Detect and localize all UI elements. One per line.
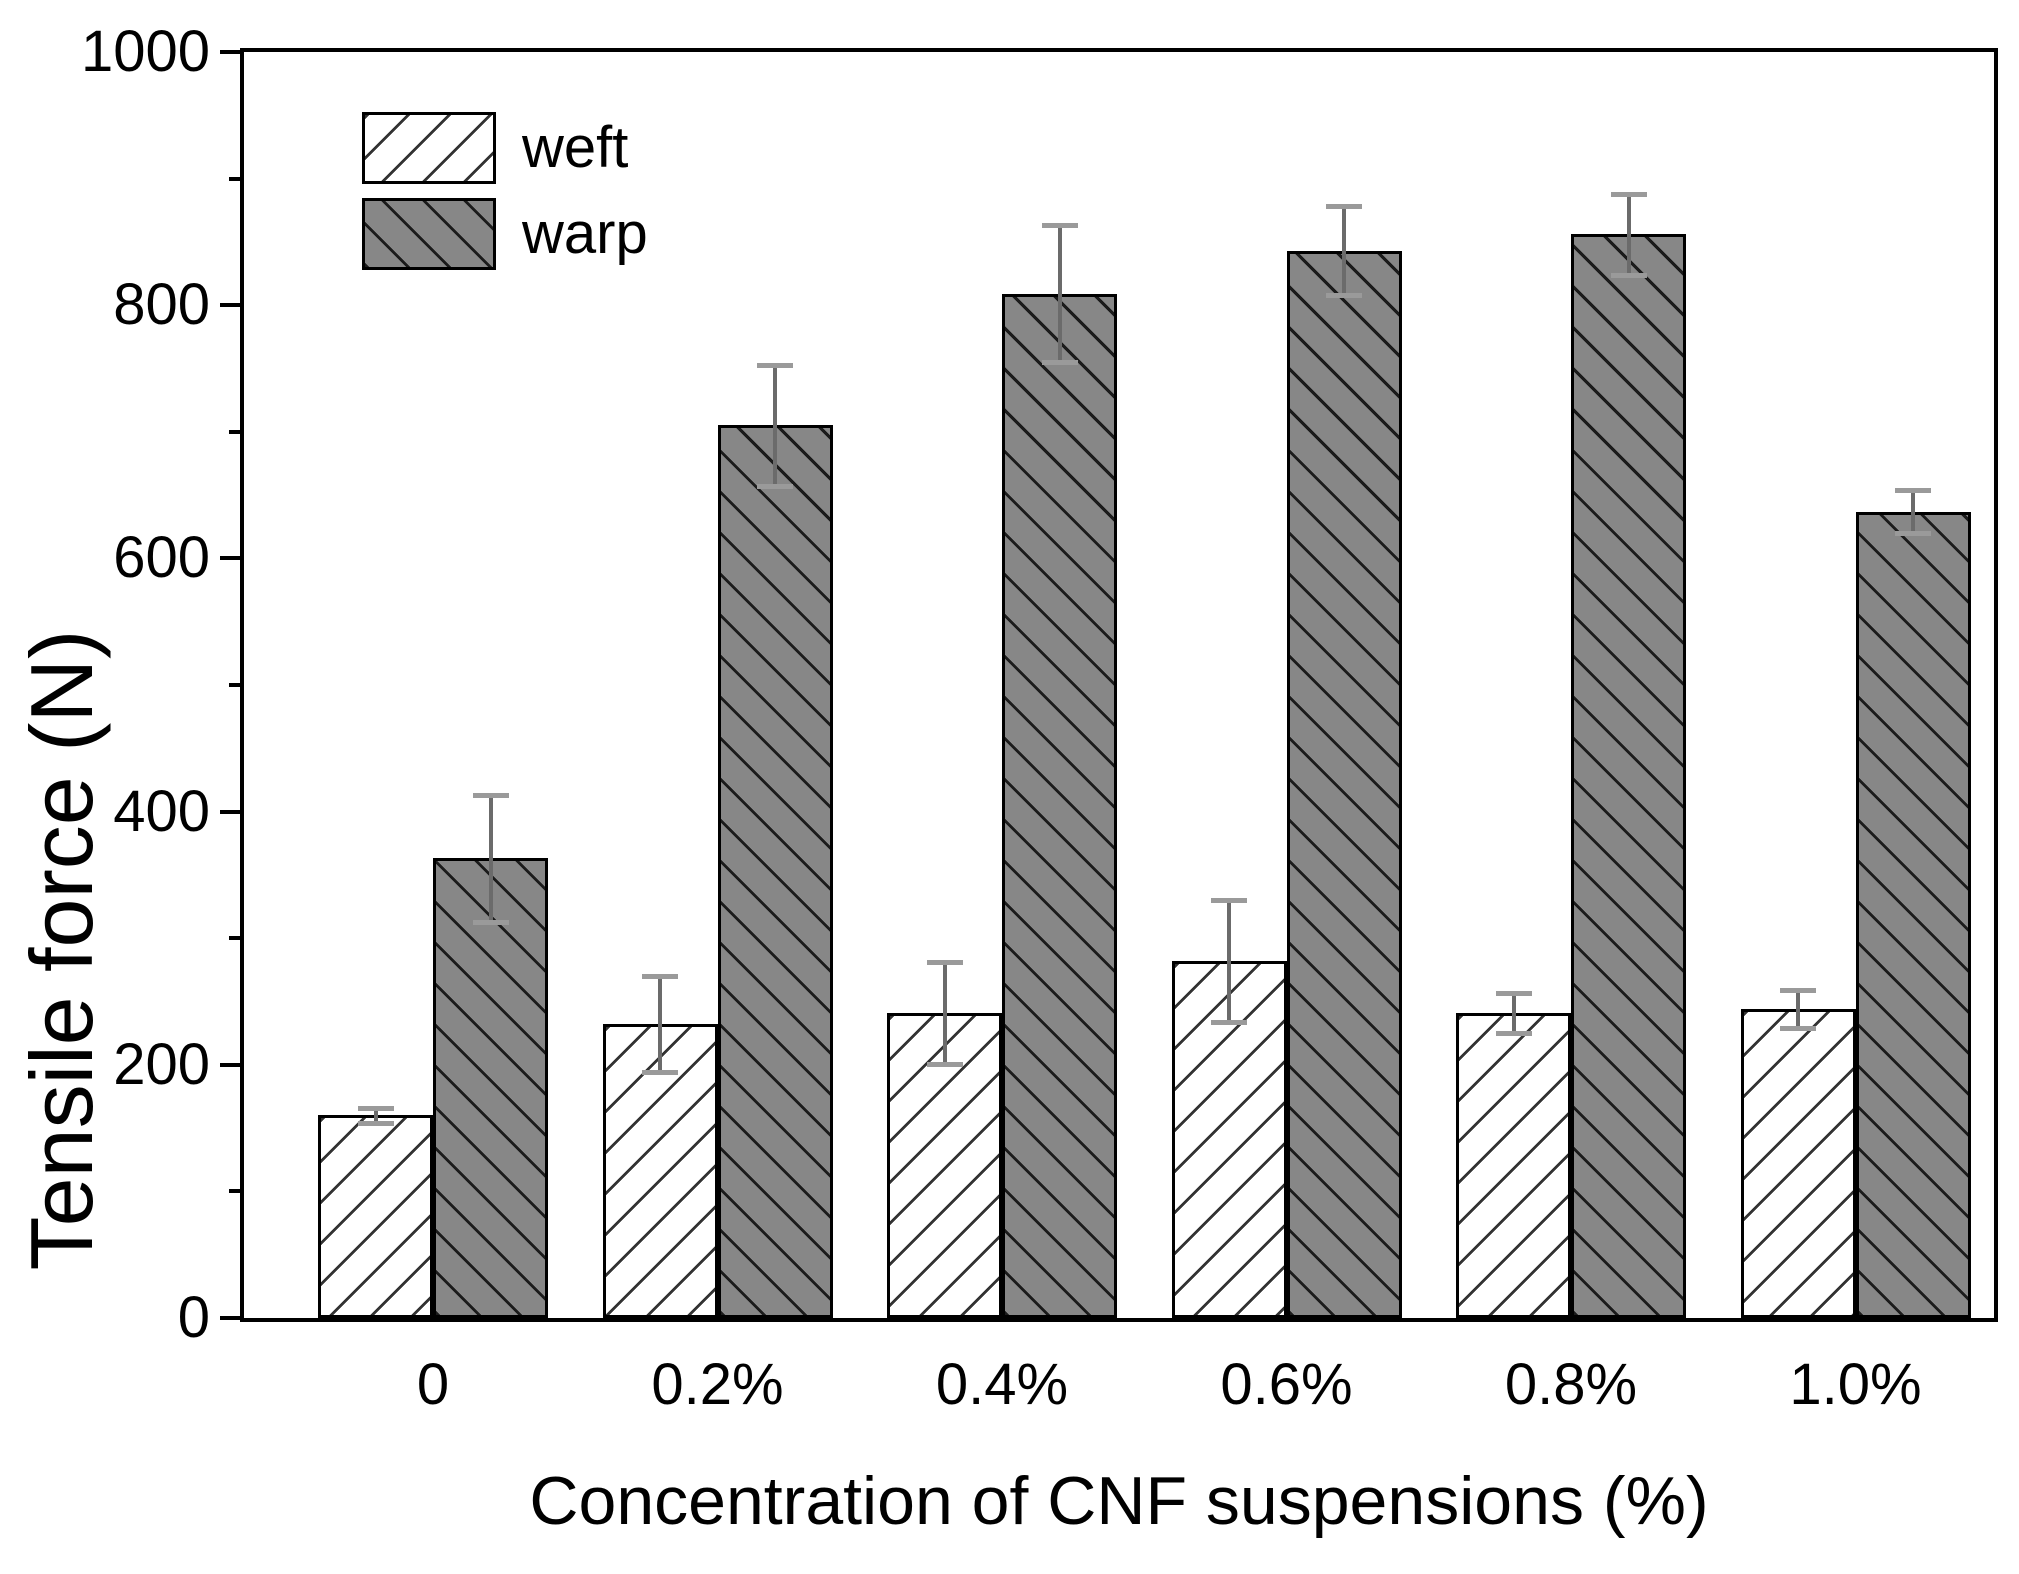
error-bar-weft-1 xyxy=(658,976,662,1073)
y-major-tick xyxy=(220,1316,240,1320)
legend-swatch-warp xyxy=(362,198,496,270)
y-axis-title: Tensile force (N) xyxy=(12,629,111,1271)
plot-area xyxy=(240,48,1998,1322)
y-tick-label: 1000 xyxy=(80,19,210,84)
y-minor-tick xyxy=(229,936,240,941)
error-bar-warp-1 xyxy=(773,364,777,487)
error-cap-warp-3 xyxy=(1326,293,1362,299)
error-cap-warp-0 xyxy=(472,793,509,799)
error-cap-weft-3 xyxy=(1211,898,1247,904)
error-bar-weft-3 xyxy=(1227,900,1231,1022)
bar-weft-0 xyxy=(318,1115,433,1318)
error-cap-weft-0 xyxy=(357,1105,394,1111)
error-bar-weft-5 xyxy=(1796,990,1800,1029)
x-category-label: 0.2% xyxy=(651,1352,784,1417)
bar-warp-1 xyxy=(717,425,833,1318)
bar-warp-3 xyxy=(1286,250,1402,1318)
x-category-label: 0.8% xyxy=(1504,1352,1638,1417)
error-cap-warp-0 xyxy=(472,919,509,925)
x-category-label: 0 xyxy=(416,1352,450,1417)
error-bar-weft-2 xyxy=(942,962,947,1064)
error-cap-weft-3 xyxy=(1211,1019,1247,1025)
error-cap-warp-1 xyxy=(757,484,793,490)
error-bar-warp-4 xyxy=(1626,193,1631,275)
bar-warp-5 xyxy=(1855,511,1971,1318)
error-cap-warp-4 xyxy=(1610,191,1647,197)
y-major-tick xyxy=(220,303,240,308)
legend-label-warp: warp xyxy=(522,201,648,266)
error-cap-weft-2 xyxy=(926,960,963,966)
y-major-tick xyxy=(220,50,240,54)
legend-swatch-weft xyxy=(362,112,496,184)
error-cap-warp-2 xyxy=(1041,223,1078,229)
error-cap-warp-3 xyxy=(1326,204,1362,210)
error-cap-warp-1 xyxy=(757,362,793,368)
y-tick-label: 200 xyxy=(113,1031,210,1097)
error-cap-weft-5 xyxy=(1780,1026,1816,1032)
error-cap-weft-1 xyxy=(642,1070,678,1076)
legend-item-weft: weft xyxy=(362,112,648,184)
y-minor-tick xyxy=(229,683,240,687)
bar-warp-2 xyxy=(1002,293,1117,1318)
error-cap-weft-4 xyxy=(1495,990,1532,996)
error-cap-weft-1 xyxy=(642,974,678,980)
bar-weft-5 xyxy=(1740,1009,1856,1318)
error-bar-weft-0 xyxy=(373,1107,378,1124)
error-cap-warp-4 xyxy=(1610,272,1647,278)
y-major-tick xyxy=(220,556,240,561)
y-tick-label: 400 xyxy=(113,778,210,844)
y-tick-label: 0 xyxy=(177,1285,210,1350)
y-major-tick xyxy=(220,1062,240,1067)
y-minor-tick xyxy=(229,176,240,181)
error-cap-weft-4 xyxy=(1495,1031,1532,1037)
error-cap-warp-2 xyxy=(1041,360,1078,366)
bar-warp-0 xyxy=(433,858,548,1318)
y-minor-tick xyxy=(229,1189,240,1194)
error-cap-warp-5 xyxy=(1895,488,1931,494)
legend-label-weft: weft xyxy=(522,115,629,180)
y-tick-label: 800 xyxy=(113,272,210,338)
y-major-tick xyxy=(220,809,240,814)
x-axis-title: Concentration of CNF suspensions (%) xyxy=(529,1463,1709,1539)
error-bar-warp-3 xyxy=(1342,206,1346,296)
x-category-label: 1.0% xyxy=(1789,1352,1922,1417)
error-bar-warp-2 xyxy=(1057,225,1062,363)
error-cap-weft-5 xyxy=(1780,988,1816,994)
bar-warp-4 xyxy=(1571,234,1686,1318)
error-cap-weft-0 xyxy=(357,1121,394,1127)
error-bar-weft-4 xyxy=(1511,992,1516,1034)
legend-item-warp: warp xyxy=(362,198,648,270)
y-minor-tick xyxy=(229,429,240,434)
error-cap-weft-2 xyxy=(926,1061,963,1067)
x-category-label: 0.6% xyxy=(1220,1352,1353,1417)
legend: weft warp xyxy=(362,112,648,284)
y-tick-label: 600 xyxy=(113,525,210,591)
bar-weft-4 xyxy=(1456,1012,1571,1318)
error-cap-warp-5 xyxy=(1895,531,1931,537)
x-category-label: 0.4% xyxy=(935,1352,1069,1417)
error-bar-warp-0 xyxy=(488,795,493,922)
error-bar-warp-5 xyxy=(1911,490,1915,534)
